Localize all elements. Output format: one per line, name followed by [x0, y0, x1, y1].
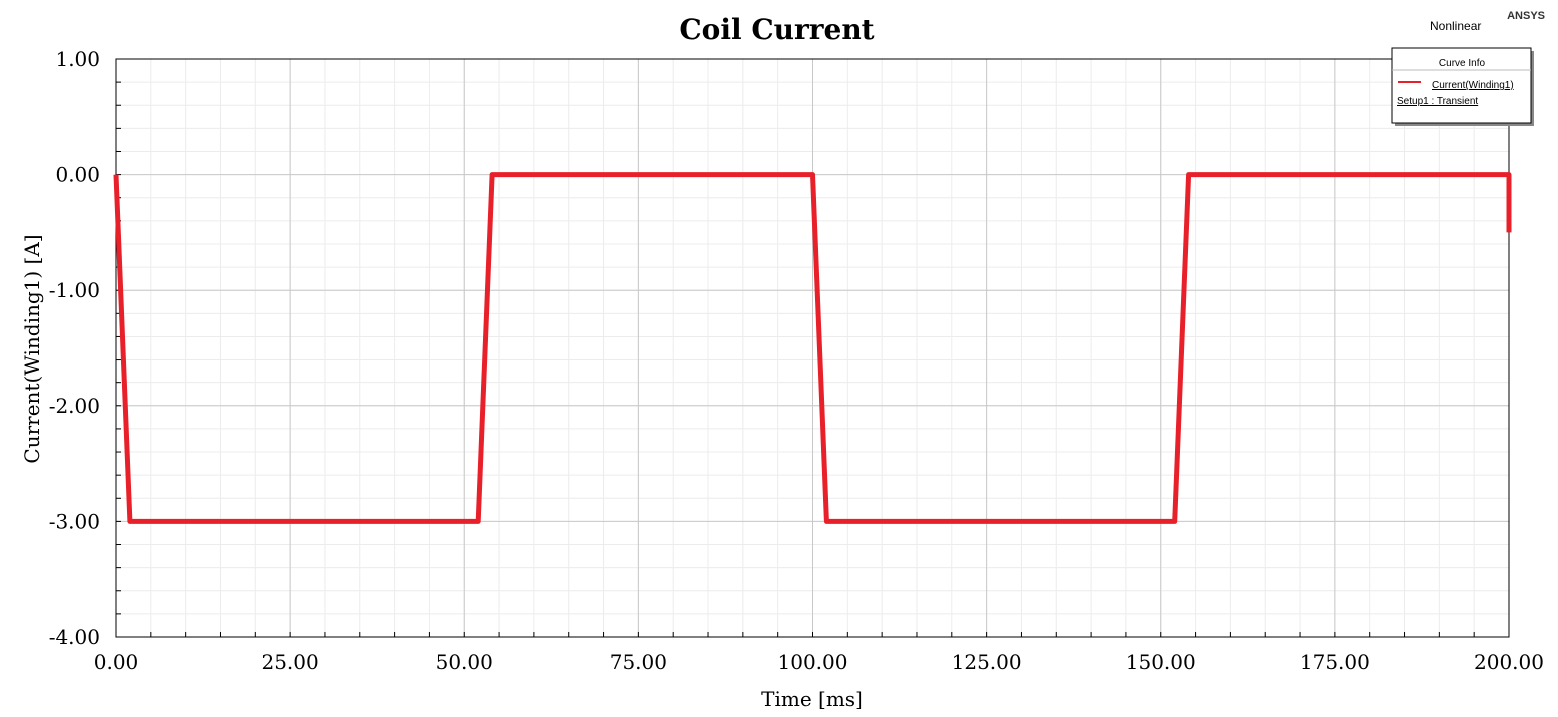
x-tick-label: 0.00 [94, 650, 139, 674]
legend[interactable]: Curve Info Current(Winding1) Setup1 : Tr… [1391, 47, 1534, 126]
x-tick-label: 100.00 [778, 650, 848, 674]
y-tick-label: -2.00 [49, 394, 100, 418]
legend-title: Curve Info [1439, 58, 1486, 69]
series-line-current-winding1 [113, 172, 1512, 524]
y-axis-label: Current(Winding1) [A] [20, 234, 44, 463]
y-tick-label: 0.00 [55, 163, 100, 187]
x-tick-labels: 0.00 25.00 50.00 75.00 100.00 125.00 150.00 175… [94, 650, 1544, 674]
y-tick-label: 1.00 [55, 47, 100, 71]
legend-setup[interactable]: Setup1 : Transient [1397, 96, 1478, 107]
brand-label: ANSYS [1507, 10, 1545, 22]
y-tick-label: -3.00 [49, 509, 100, 533]
y-tick-label: -4.00 [49, 625, 100, 649]
x-tick-label: 150.00 [1126, 650, 1196, 674]
x-axis-label: Time [ms] [761, 687, 863, 711]
y-tick-label: -1.00 [49, 278, 100, 302]
legend-box [1391, 47, 1532, 124]
y-tick-labels: 1.00 0.00 -1.00 -2.00 -3.00 -4.00 [49, 47, 100, 649]
series-layer [113, 172, 1512, 524]
x-tick-label: 200.00 [1474, 650, 1544, 674]
chart-title: Coil Current [679, 13, 874, 46]
x-tick-label: 75.00 [610, 650, 667, 674]
x-tick-label: 50.00 [436, 650, 493, 674]
mode-label: Nonlinear [1430, 19, 1481, 33]
x-tick-label: 25.00 [261, 650, 318, 674]
legend-entry-current-winding1[interactable]: Current(Winding1) [1432, 80, 1514, 91]
x-tick-label: 125.00 [952, 650, 1022, 674]
x-tick-label: 175.00 [1300, 650, 1370, 674]
